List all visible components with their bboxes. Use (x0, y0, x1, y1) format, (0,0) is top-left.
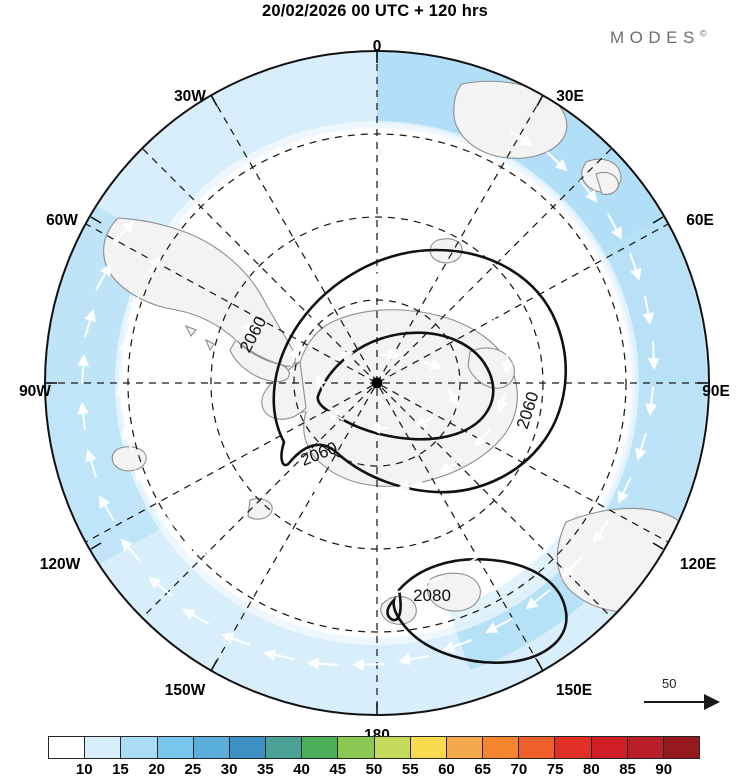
colorbar-tick-60: 60 (438, 761, 455, 778)
colorbar-swatch-4 (193, 737, 230, 758)
colorbar-swatch-7 (302, 737, 339, 758)
colorbar-tick-45: 45 (329, 761, 347, 778)
colorbar-tick-15: 15 (112, 761, 129, 778)
brand-name: MODES (610, 28, 700, 47)
colorbar-swatch-6 (266, 737, 303, 758)
wind-vector-scale (644, 694, 720, 710)
colorbar-tick-80: 80 (582, 761, 600, 778)
page-title: 20/02/2026 00 UTC + 120 hrs (261, 2, 488, 20)
colorbar-swatch-1 (85, 737, 122, 758)
longitude-label-30W: 30W (174, 88, 206, 105)
colorbar-tick-25: 25 (184, 761, 202, 778)
colorbar-swatch-2 (121, 737, 158, 758)
polar-stereographic-map: 2060 2060 2060 2080 0 30E 60E 90E 120E 150E 180 15… (0, 22, 750, 744)
colorbar-swatch-0 (49, 737, 86, 758)
colorbar-tick-50: 50 (365, 761, 383, 778)
colorbar-swatch-9 (374, 737, 411, 758)
longitude-label-60W: 60W (46, 212, 78, 229)
colorbar-tick-85: 85 (619, 761, 636, 778)
longitude-label-120W: 120W (39, 556, 81, 573)
colorbar-tick-65: 65 (474, 761, 491, 778)
colorbar-swatch-16 (627, 737, 664, 758)
colorbar-tick-20: 20 (148, 761, 165, 778)
longitude-label-90E: 90E (702, 383, 730, 400)
colorbar: 10 15 20 25 30 35 40 45 50 55 60 65 70 75 80 85 90 (0, 733, 750, 782)
colorbar-swatch-15 (591, 737, 628, 758)
colorbar-swatches (48, 736, 700, 759)
colorbar-swatch-10 (410, 737, 447, 758)
colorbar-tick-75: 75 (546, 761, 564, 778)
wind-scale-value: 50 (662, 676, 677, 691)
contour-label-2080: 2080 (413, 586, 451, 605)
colorbar-swatch-13 (519, 737, 556, 758)
longitude-label-90W: 90W (19, 383, 51, 400)
colorbar-tick-10: 10 (75, 761, 93, 778)
colorbar-tick-35: 35 (256, 761, 274, 778)
colorbar-tick-40: 40 (293, 761, 310, 778)
colorbar-swatch-11 (446, 737, 484, 758)
colorbar-tick-30: 30 (220, 761, 238, 778)
colorbar-swatch-12 (483, 737, 520, 758)
colorbar-tick-55: 55 (401, 761, 419, 778)
longitude-label-120E: 120E (679, 556, 717, 573)
wind-vectors (77, 129, 660, 671)
colorbar-swatch-5 (229, 737, 267, 758)
longitude-label-0: 0 (372, 38, 382, 55)
colorbar-swatch-8 (338, 737, 375, 758)
other-landmasses (111, 80, 700, 625)
colorbar-swatch-14 (555, 737, 592, 758)
south-pole-dot (371, 377, 383, 389)
modes-logo: MODES© (610, 28, 706, 48)
copyright-icon: © (699, 28, 707, 39)
map-field (45, 51, 709, 715)
longitude-label-30E: 30E (556, 88, 584, 105)
colorbar-swatch-17 (663, 737, 700, 758)
longitude-label-60E: 60E (686, 212, 714, 229)
colorbar-swatch-3 (157, 737, 194, 758)
globe-ticks (45, 51, 709, 715)
longitude-label-150W: 150W (164, 682, 206, 699)
colorbar-tick-70: 70 (510, 761, 528, 778)
colorbar-tick-labels: 10 15 20 25 30 35 40 45 50 55 60 65 70 75 80 85 90 (0, 761, 750, 782)
longitude-label-150E: 150E (555, 682, 593, 699)
colorbar-tick-90: 90 (655, 761, 673, 778)
